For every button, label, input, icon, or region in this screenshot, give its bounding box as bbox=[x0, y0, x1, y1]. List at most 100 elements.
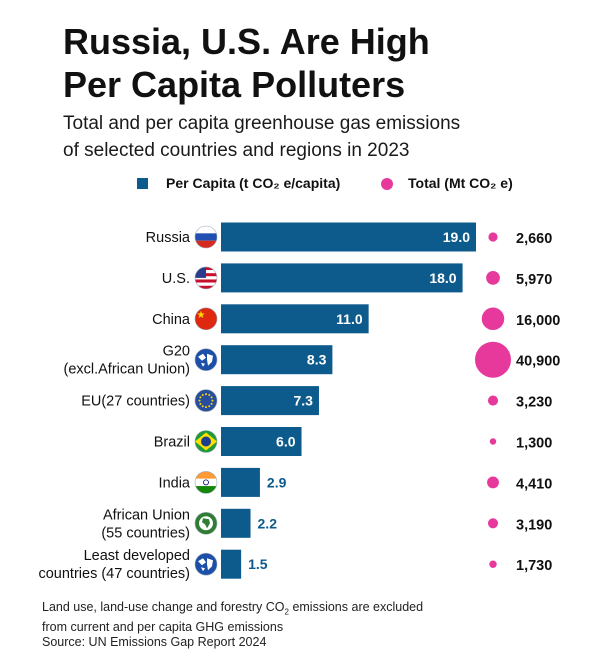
flag-stripe bbox=[195, 240, 217, 248]
flag-border bbox=[194, 430, 218, 453]
total-bubble bbox=[489, 560, 497, 568]
total-value-label: 4,410 bbox=[516, 476, 552, 492]
category-label-line: African Union bbox=[103, 507, 190, 523]
category-label: African Union (55 countries) bbox=[101, 507, 190, 541]
footnote-line-1: Land use, land-use change and forestry C… bbox=[42, 600, 424, 617]
category-label: Russia bbox=[146, 230, 191, 246]
category-label-line: Brazil bbox=[154, 435, 190, 451]
flag-border bbox=[194, 348, 218, 372]
flag-canton bbox=[195, 266, 206, 278]
flag-star bbox=[205, 406, 207, 409]
china-flag-icon: ★ bbox=[194, 307, 218, 331]
bar bbox=[221, 263, 463, 293]
bar-value-label: 18.0 bbox=[429, 270, 456, 286]
total-bubble bbox=[487, 518, 499, 529]
category-label: India bbox=[159, 475, 191, 491]
flag-field bbox=[195, 307, 217, 330]
flag-star bbox=[208, 405, 211, 408]
chart-row: U.S. 18.0 5,970 bbox=[162, 263, 552, 293]
bar bbox=[221, 508, 251, 538]
chart-row: G20 (excl.African Union) 8.3 40,900 bbox=[63, 341, 560, 378]
flag-land bbox=[207, 353, 213, 366]
bar bbox=[221, 222, 476, 252]
bar bbox=[221, 467, 260, 497]
russia-flag-icon bbox=[194, 225, 218, 249]
total-bubble bbox=[488, 232, 498, 242]
chart-row: Brazil 6.0 1,300 bbox=[154, 427, 552, 456]
category-label-line: China bbox=[152, 312, 191, 328]
flag-body bbox=[195, 266, 217, 289]
total-value-label: 40,900 bbox=[516, 354, 560, 370]
flag-stripe bbox=[195, 226, 217, 234]
flag-star bbox=[199, 402, 202, 405]
flag-body bbox=[195, 389, 217, 412]
category-label-line: U.S. bbox=[162, 271, 190, 287]
flag-continent bbox=[202, 518, 210, 529]
chart-subtitle: Total and per capita greenhouse gas emis… bbox=[63, 113, 461, 161]
flag-land bbox=[207, 558, 213, 571]
total-value-label: 3,230 bbox=[516, 395, 552, 411]
flag-body: ★ bbox=[195, 307, 217, 330]
bar bbox=[221, 345, 333, 375]
bar-value-label: 19.0 bbox=[443, 229, 470, 245]
category-label-line: (excl.African Union) bbox=[63, 362, 190, 378]
flag-land bbox=[198, 353, 206, 361]
bar-value-label: 6.0 bbox=[276, 434, 296, 450]
chart-row: EU(27 countries) 7.3 3,230 bbox=[81, 386, 552, 416]
flag-star bbox=[210, 396, 213, 399]
flag-field bbox=[195, 553, 217, 576]
flag-body bbox=[195, 348, 217, 371]
flag-stripe bbox=[195, 233, 217, 241]
flag-body bbox=[195, 430, 217, 453]
bar bbox=[221, 427, 302, 456]
flag-border bbox=[194, 225, 218, 249]
legend-per-capita-label: Per Capita (t CO₂ e/capita) bbox=[166, 175, 341, 191]
category-label-line: (55 countries) bbox=[101, 525, 190, 541]
flag-body bbox=[195, 553, 217, 576]
chart-row: Least developed countries (47 countries) 1… bbox=[38, 548, 552, 582]
chart-row: Russia 19.0 2,660 bbox=[146, 222, 552, 252]
flag-stripe bbox=[195, 282, 217, 286]
flag-field bbox=[195, 389, 217, 412]
flag-border bbox=[194, 552, 218, 576]
bar bbox=[221, 304, 369, 334]
globe-icon bbox=[194, 348, 218, 372]
category-label: EU(27 countries) bbox=[81, 394, 190, 410]
flag-field bbox=[195, 348, 217, 371]
legend-total-swatch bbox=[381, 178, 393, 190]
flag-stripe bbox=[195, 276, 217, 280]
category-label-line: EU(27 countries) bbox=[81, 394, 190, 410]
globe-icon bbox=[194, 552, 218, 576]
bar-value-label: 8.3 bbox=[307, 352, 327, 368]
flag-land bbox=[201, 567, 205, 572]
flag-body bbox=[195, 471, 217, 494]
total-bubble bbox=[487, 476, 499, 489]
flag-star bbox=[199, 396, 202, 399]
total-value-label: 1,730 bbox=[516, 558, 552, 574]
flag-star bbox=[201, 405, 204, 408]
chart-row: India 2.9 4,410 bbox=[159, 467, 552, 497]
footnote: Land use, land-use change and forestry C… bbox=[42, 600, 582, 650]
total-value-label: 3,190 bbox=[516, 517, 552, 533]
bar bbox=[221, 386, 319, 416]
chart-title: Russia, U.S. Are High Per Capita Pollute… bbox=[63, 21, 430, 105]
legend: Per Capita (t CO₂ e/capita) Total (Mt CO… bbox=[0, 172, 592, 196]
legend-per-capita-swatch bbox=[137, 178, 148, 189]
flag-body bbox=[195, 226, 217, 248]
flag-star bbox=[210, 402, 213, 405]
bar bbox=[221, 549, 242, 579]
category-label-line: Least developed bbox=[84, 548, 190, 564]
total-bubble bbox=[489, 438, 497, 445]
flag-border bbox=[194, 511, 218, 535]
african-union-icon bbox=[194, 511, 218, 535]
category-label: U.S. bbox=[162, 271, 190, 287]
category-label: Least developed countries (47 countries) bbox=[38, 548, 190, 582]
flag-star bbox=[201, 393, 204, 396]
total-bubble bbox=[487, 395, 499, 406]
bar-value-label: 2.9 bbox=[267, 474, 287, 490]
flag-border bbox=[194, 389, 218, 412]
brazil-flag-icon bbox=[194, 430, 218, 453]
bar-value-label: 2.2 bbox=[258, 515, 278, 531]
flag-stripe bbox=[195, 285, 217, 289]
flag-globe bbox=[201, 436, 211, 447]
